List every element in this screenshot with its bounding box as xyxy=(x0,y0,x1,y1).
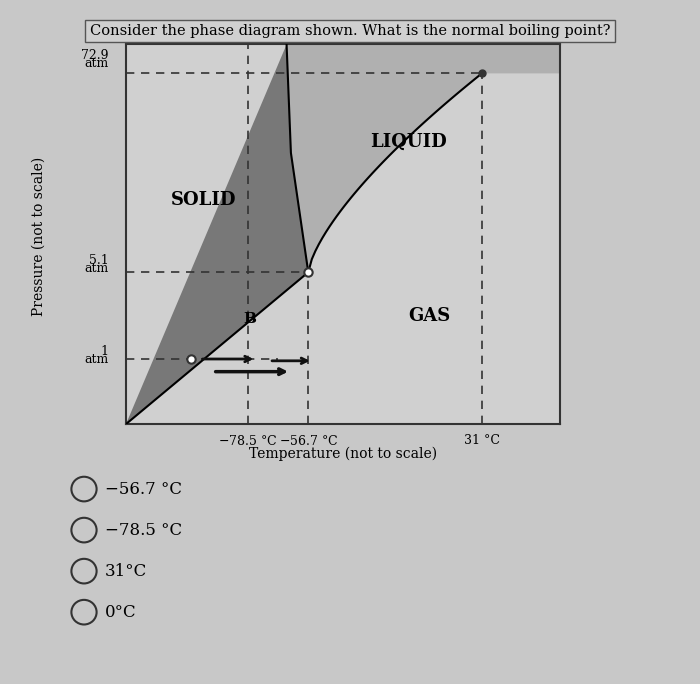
Text: 31°C: 31°C xyxy=(105,563,147,579)
Text: LIQUID: LIQUID xyxy=(370,133,447,151)
Text: atm: atm xyxy=(84,262,108,275)
Polygon shape xyxy=(126,44,308,424)
Text: $-$78.5 °C: $-$78.5 °C xyxy=(218,434,277,448)
Text: −56.7 °C: −56.7 °C xyxy=(105,481,182,497)
Text: −78.5 °C: −78.5 °C xyxy=(105,522,182,538)
Text: 72.9: 72.9 xyxy=(81,49,108,62)
Text: atm: atm xyxy=(84,57,108,70)
Text: 0°C: 0°C xyxy=(105,604,136,620)
Polygon shape xyxy=(286,44,582,272)
Text: $-$56.7 °C: $-$56.7 °C xyxy=(279,434,338,448)
Text: GAS: GAS xyxy=(409,306,451,325)
Text: SOLID: SOLID xyxy=(172,191,237,209)
Text: atm: atm xyxy=(84,353,108,366)
Text: Pressure (not to scale): Pressure (not to scale) xyxy=(32,157,46,315)
Text: 5.1: 5.1 xyxy=(89,254,108,267)
Text: 31 °C: 31 °C xyxy=(464,434,500,447)
Text: 1: 1 xyxy=(101,345,108,358)
Text: Consider the phase diagram shown. What is the normal boiling point?: Consider the phase diagram shown. What i… xyxy=(90,24,610,38)
Text: Temperature (not to scale): Temperature (not to scale) xyxy=(249,447,437,461)
Text: B: B xyxy=(243,313,256,326)
